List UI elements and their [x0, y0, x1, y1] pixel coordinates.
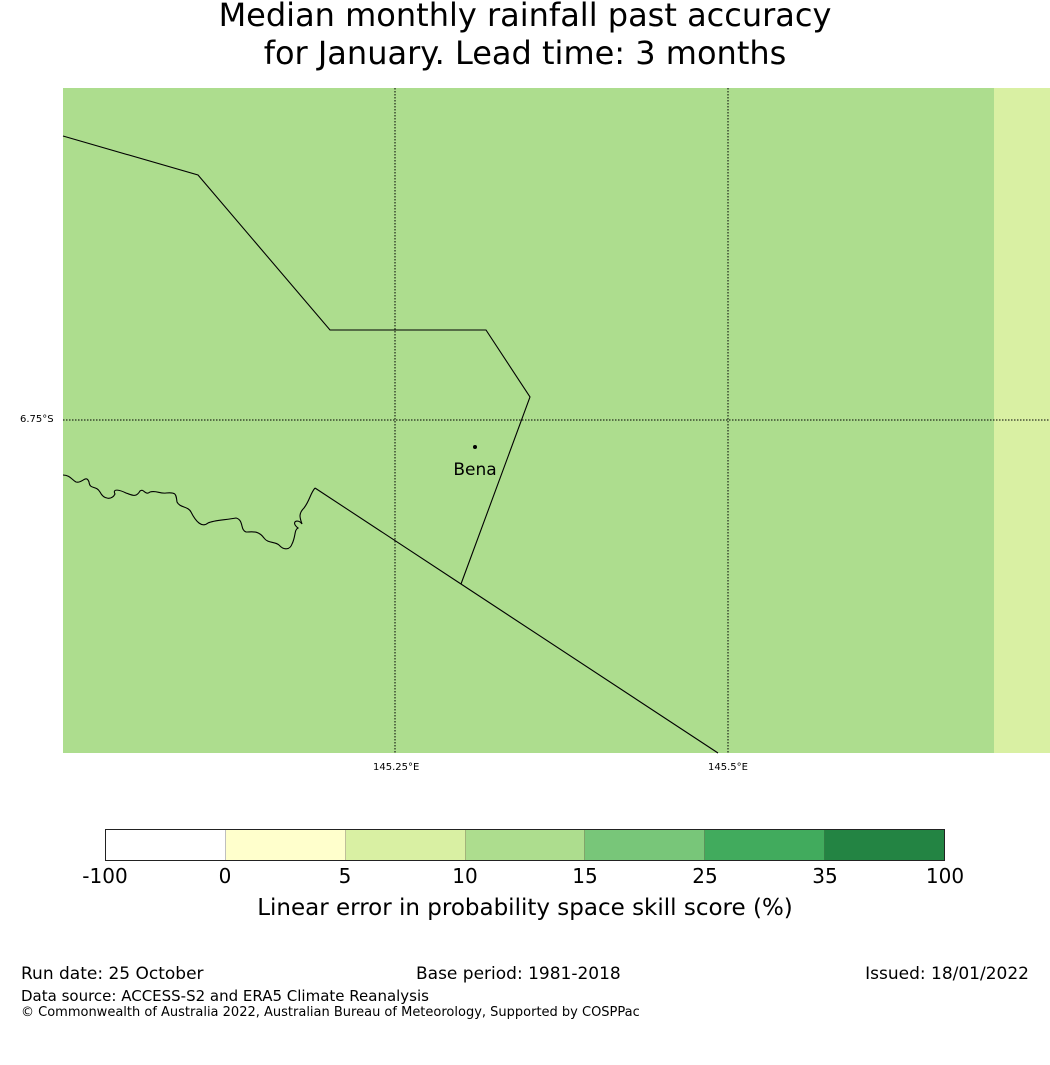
colorbar-title: Linear error in probability space skill … — [257, 895, 793, 921]
colorbar-segment — [106, 830, 226, 860]
base-period: Base period: 1981-2018 — [416, 964, 621, 984]
town-marker-bena — [473, 445, 477, 449]
lon-label-2: 145.5°E — [708, 762, 748, 773]
title-line-2: for January. Lead time: 3 months — [263, 34, 787, 72]
colorbar-tick-label: 5 — [338, 864, 352, 888]
issued-date: Issued: 18/01/2022 — [865, 964, 1029, 984]
colorbar-segment — [465, 830, 586, 860]
map-title: Median monthly rainfall past accuracy fo… — [0, 0, 1050, 72]
colorbar-segment — [345, 830, 466, 860]
title-line-1: Median monthly rainfall past accuracy — [218, 0, 832, 34]
lon-label-1: 145.25°E — [373, 762, 420, 773]
colorbar-tick-label: 10 — [452, 864, 478, 888]
run-date: Run date: 25 October — [21, 964, 204, 984]
copyright: © Commonwealth of Australia 2022, Austra… — [21, 1005, 640, 1020]
colorbar-segment — [225, 830, 346, 860]
colorbar-tick-label: -100 — [82, 864, 128, 888]
colorbar-tick-label: 100 — [925, 864, 965, 888]
data-source: Data source: ACCESS-S2 and ERA5 Climate … — [21, 987, 429, 1005]
province-boundary-south — [314, 487, 719, 754]
colorbar-tick-label: 35 — [812, 864, 838, 888]
river-boundary — [62, 474, 316, 550]
colorbar-segment — [705, 830, 826, 860]
colorbar-tick-label: 25 — [692, 864, 718, 888]
province-boundary — [62, 135, 531, 585]
colorbar-tick-label: 0 — [218, 864, 232, 888]
colorbar — [105, 829, 945, 861]
colorbar-tick-label: 15 — [572, 864, 598, 888]
lat-label: 6.75°S — [20, 414, 54, 425]
colorbar-segment — [585, 830, 706, 860]
colorbar-segment — [825, 830, 945, 860]
town-label-bena: Bena — [453, 460, 496, 480]
